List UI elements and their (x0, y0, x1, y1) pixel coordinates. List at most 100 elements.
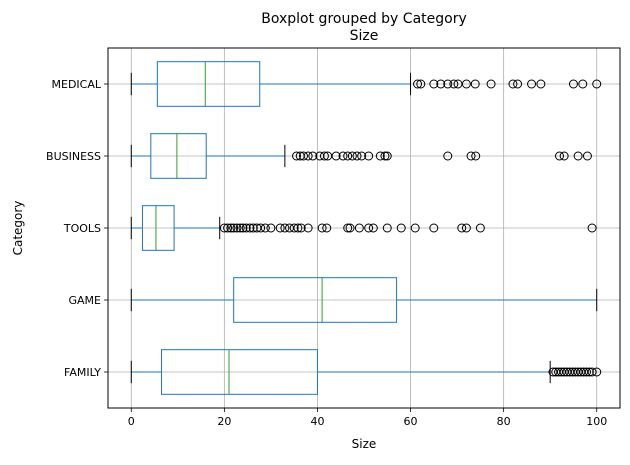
outlier-point (293, 223, 303, 233)
outlier-point (461, 223, 471, 233)
y-tick-label: FAMILY (64, 366, 101, 379)
outlier-point (357, 151, 367, 161)
outlier-point (449, 79, 459, 89)
outlier-point (457, 223, 467, 233)
outlier-point (536, 79, 546, 89)
outlier-point (382, 151, 392, 161)
outlier-point (396, 223, 406, 233)
outlier-point (275, 223, 285, 233)
outlier-point (226, 223, 236, 233)
outlier-point (581, 367, 591, 377)
tick-layer: 0 20 40 60 80 100 MEDICAL BUSINESS TOOLS GAME FAMI… (46, 78, 607, 428)
outlier-point (584, 367, 594, 377)
y-tick-label: MEDICAL (52, 78, 102, 91)
outlier-point (296, 223, 306, 233)
outlier-point (280, 223, 290, 233)
iqr-box (141, 205, 175, 251)
outlier-point (364, 223, 374, 233)
outlier-point (416, 79, 426, 89)
outlier-point (471, 151, 481, 161)
outlier-point (582, 151, 592, 161)
y-tick-label: GAME (69, 294, 102, 307)
outlier-point (368, 223, 378, 233)
outlier-point (303, 151, 313, 161)
box-group-tools (130, 205, 597, 251)
x-tick-label: 80 (497, 415, 511, 428)
iqr-box (150, 133, 207, 179)
outlier-point (410, 223, 420, 233)
outlier-point (568, 79, 578, 89)
outlier-point (235, 223, 245, 233)
chart-title: Size (350, 28, 379, 44)
outlier-point (319, 151, 329, 161)
outlier-point (461, 79, 471, 89)
outlier-point (413, 79, 423, 89)
outlier-point (429, 79, 439, 89)
outlier-point (443, 151, 453, 161)
outlier-point (303, 223, 313, 233)
x-tick-label: 60 (404, 415, 418, 428)
outlier-point (256, 223, 266, 233)
outlier-point (260, 223, 270, 233)
y-tick-label: BUSINESS (46, 150, 101, 163)
outlier-point (466, 151, 476, 161)
outlier-point (343, 223, 353, 233)
outlier-point (380, 151, 390, 161)
outlier-point (317, 223, 327, 233)
outlier-point (578, 79, 588, 89)
outlier-point (587, 367, 597, 377)
box-group-business (130, 133, 592, 179)
outlier-point (508, 79, 518, 89)
outlier-point (592, 79, 602, 89)
outlier-point (223, 223, 233, 233)
outlier-point (298, 151, 308, 161)
outlier-point (436, 79, 446, 89)
outlier-point (343, 151, 353, 161)
outlier-point (232, 223, 242, 233)
x-tick-label: 100 (586, 415, 607, 428)
box-group-medical (130, 61, 602, 107)
outlier-point (554, 151, 564, 161)
outlier-point (241, 223, 251, 233)
outlier-point (364, 151, 374, 161)
x-tick-label: 0 (128, 415, 135, 428)
outlier-point (573, 151, 583, 161)
outlier-point (527, 79, 537, 89)
outlier-point (559, 151, 569, 161)
outlier-point (592, 367, 602, 377)
x-axis-label: Size (352, 437, 377, 451)
iqr-box (233, 277, 398, 323)
outlier-point (219, 223, 229, 233)
x-tick-label: 40 (310, 415, 324, 428)
outlier-point (338, 151, 348, 161)
outlier-point (331, 151, 341, 161)
outlier-point (266, 223, 276, 233)
outlier-point (352, 151, 362, 161)
outlier-point (443, 79, 453, 89)
outlier-point (470, 79, 480, 89)
y-tick-label: TOOLS (63, 222, 101, 235)
box-group-family (130, 349, 602, 395)
outlier-point (308, 151, 318, 161)
chart-suptitle: Boxplot grouped by Category (261, 11, 467, 27)
y-axis-label: Category (11, 201, 25, 256)
iqr-box (156, 61, 261, 107)
outlier-point (238, 223, 248, 233)
outlier-point (289, 223, 299, 233)
outlier-point (345, 223, 355, 233)
outlier-point (513, 79, 523, 89)
outlier-point (375, 151, 385, 161)
outlier-point (229, 223, 239, 233)
outlier-point (429, 223, 439, 233)
box-layer (130, 61, 602, 395)
x-tick-label: 20 (217, 415, 231, 428)
iqr-box (161, 349, 318, 395)
outlier-point (292, 151, 302, 161)
outlier-point (382, 223, 392, 233)
outlier-point (347, 151, 357, 161)
outlier-point (322, 223, 332, 233)
outlier-point (354, 223, 364, 233)
box-group-game (130, 277, 598, 323)
